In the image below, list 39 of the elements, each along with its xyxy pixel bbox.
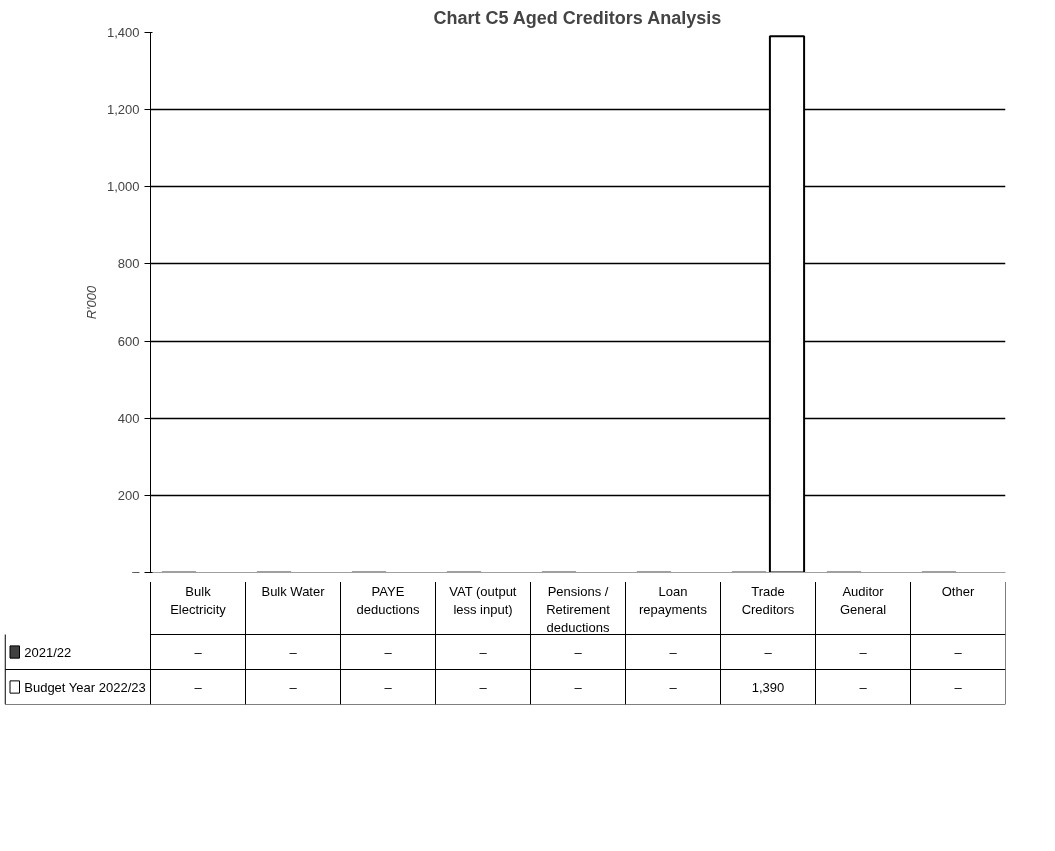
data-label: – — [669, 679, 678, 695]
x-tick-label: Loan repayments — [639, 583, 708, 617]
x-tick-label: PAYE deductions — [356, 583, 420, 617]
data-label: – — [859, 644, 868, 660]
y-tick-label: 600 — [117, 333, 140, 349]
y-tick-label: 1,400 — [106, 25, 140, 40]
x-tick-label: Trade Creditors — [741, 583, 795, 617]
y-tick-label: 1,200 — [106, 102, 140, 118]
chart-title: Chart C5 Aged Creditors Analysis — [433, 7, 722, 28]
x-tick-label: Bulk Electricity — [170, 583, 227, 617]
data-label: – — [194, 679, 203, 695]
legend-label: 2021/22 — [24, 644, 72, 660]
data-label: – — [479, 644, 488, 660]
data-label: – — [384, 679, 393, 695]
y-tick-label: 1,000 — [106, 179, 140, 195]
legend-label: Budget Year 2022/23 — [24, 679, 146, 695]
data-label: – — [574, 644, 583, 660]
y-tick-label: 800 — [117, 256, 140, 272]
data-label: – — [764, 644, 773, 660]
x-tick-label: Bulk Water — [261, 583, 326, 599]
data-label: – — [574, 679, 583, 695]
data-label: – — [669, 644, 678, 660]
data-label: – — [859, 679, 868, 695]
data-label: – — [384, 644, 393, 660]
data-label: – — [289, 644, 298, 660]
y-tick-label: 400 — [117, 410, 140, 426]
y-tick-label: – — [132, 563, 141, 579]
x-tick-label: Pensions / Retirement deductions — [546, 583, 611, 635]
y-axis-title: R'000 — [83, 284, 99, 320]
x-tick-label: Other — [941, 583, 975, 599]
data-label: – — [289, 679, 298, 695]
data-label: – — [479, 679, 488, 695]
x-tick-label: VAT (output less input) — [449, 583, 517, 617]
data-label: 1,390 — [751, 679, 785, 695]
data-label: – — [954, 644, 963, 660]
data-label: – — [194, 644, 203, 660]
data-label: – — [954, 679, 963, 695]
y-tick-label: 200 — [117, 487, 140, 503]
x-tick-label: Auditor General — [839, 583, 887, 617]
